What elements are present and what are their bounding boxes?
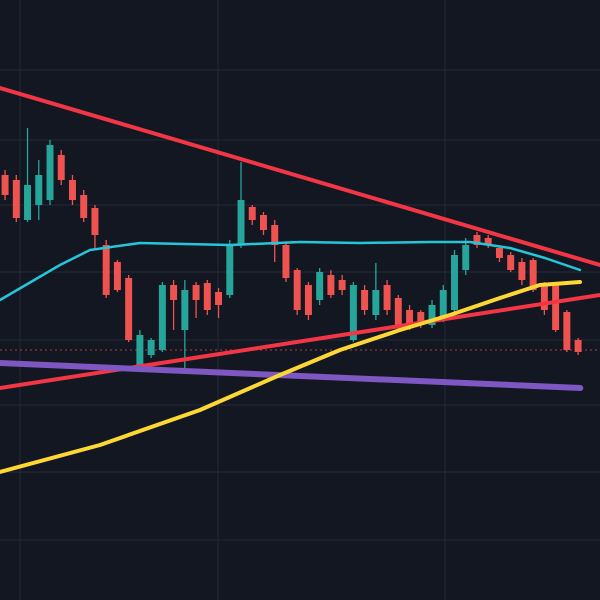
candle-body xyxy=(473,235,481,245)
candle-body xyxy=(451,255,458,310)
candle-body xyxy=(102,245,110,295)
candle-body xyxy=(226,245,234,295)
indicator-line xyxy=(0,293,600,390)
candle-body xyxy=(215,292,223,305)
candle-body xyxy=(327,275,335,295)
candle-body xyxy=(248,207,256,220)
candle-body xyxy=(113,262,121,290)
candle-body xyxy=(203,283,211,310)
candle-body xyxy=(35,175,43,205)
candle-body xyxy=(68,180,76,200)
candle-body xyxy=(260,215,267,230)
candle-body xyxy=(552,285,560,330)
candle-body xyxy=(316,272,324,300)
candle-body xyxy=(394,298,402,325)
candle-body xyxy=(158,285,166,350)
candle-body xyxy=(338,280,346,290)
candle-body xyxy=(46,145,54,200)
candle-body xyxy=(80,195,88,218)
candle-body xyxy=(439,290,447,320)
candle-body xyxy=(125,278,133,340)
candle-body xyxy=(136,335,144,365)
candle-body xyxy=(349,285,357,340)
candle-body xyxy=(563,312,571,350)
candle-body xyxy=(540,285,548,310)
candle-body xyxy=(91,208,99,235)
candle-body xyxy=(529,260,537,290)
candle-body xyxy=(417,312,425,325)
candle-body xyxy=(147,340,155,355)
indicator-line xyxy=(0,280,582,474)
candle-body xyxy=(428,305,436,325)
candle-body xyxy=(383,285,391,310)
candle-body xyxy=(57,155,65,180)
candle-body xyxy=(495,248,503,258)
candle-body xyxy=(282,245,290,278)
indicator-line xyxy=(0,86,600,267)
indicator-line xyxy=(0,360,584,391)
candle-body xyxy=(181,290,189,330)
candle-body xyxy=(192,285,200,300)
candle-body xyxy=(406,310,414,325)
candle-body xyxy=(293,270,301,310)
candle-body xyxy=(24,185,32,220)
candle-body xyxy=(12,180,20,218)
candle-body xyxy=(518,262,526,280)
candle-body xyxy=(372,290,380,315)
candle-body xyxy=(507,255,515,270)
indicator-line xyxy=(0,240,582,302)
candle-body xyxy=(271,225,279,245)
candle-body xyxy=(462,245,470,270)
candle-body xyxy=(237,200,245,245)
candle-body xyxy=(170,285,178,300)
candle-body xyxy=(361,290,369,310)
candle-body xyxy=(484,238,492,245)
candle-body xyxy=(574,340,582,352)
candle-body xyxy=(304,285,312,315)
candle-body xyxy=(1,175,9,195)
